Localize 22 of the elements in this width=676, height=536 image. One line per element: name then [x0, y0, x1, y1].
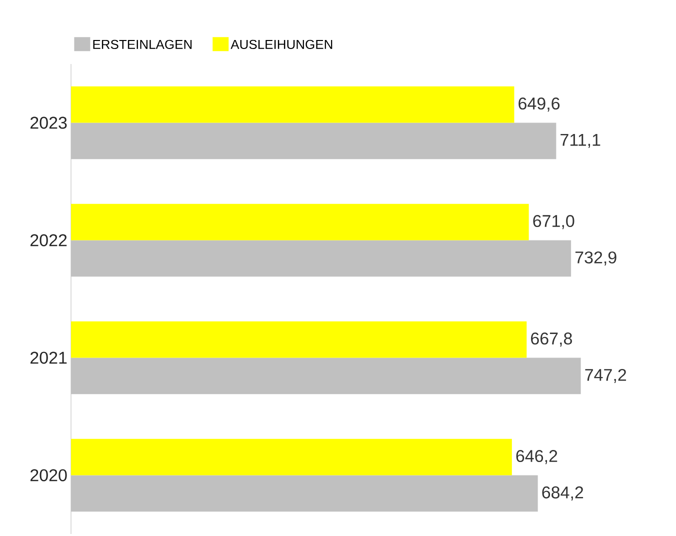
bar	[71, 358, 581, 394]
bar	[71, 86, 514, 123]
bar	[71, 122, 556, 160]
y-tick-label: 2023	[30, 116, 67, 129]
data-label: 667,8	[531, 332, 572, 347]
data-label: 671,0	[533, 215, 574, 230]
bar	[71, 438, 512, 476]
bar	[71, 321, 527, 358]
bar	[71, 240, 572, 277]
data-label: 711,1	[560, 134, 600, 148]
data-label: 646,2	[516, 450, 558, 464]
legend-label: AUSLEIHUNGEN	[230, 40, 332, 50]
y-tick-label: 2021	[30, 352, 67, 364]
data-label: 732,9	[575, 251, 616, 266]
legend-label: ERSTEINLAGEN	[93, 40, 192, 50]
y-tick-label: 2020	[30, 469, 67, 482]
data-label: 747,2	[585, 368, 626, 383]
data-label: 649,6	[518, 98, 560, 112]
data-label: 684,2	[542, 486, 584, 500]
bar	[71, 475, 538, 512]
y-tick-label: 2022	[30, 234, 67, 246]
bar	[71, 204, 529, 240]
